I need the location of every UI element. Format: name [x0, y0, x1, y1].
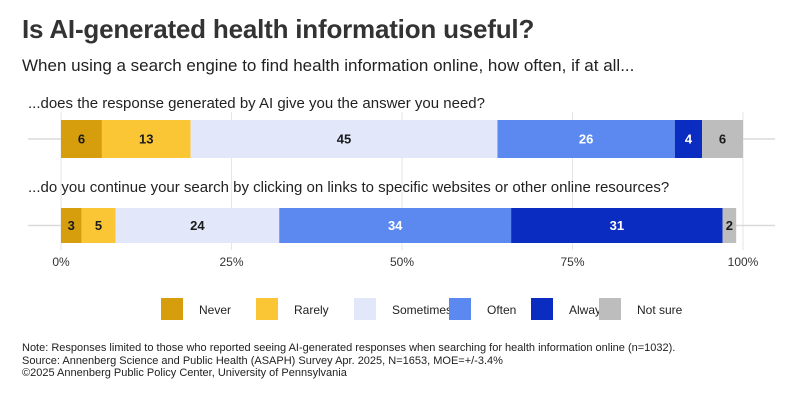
note-text: Note: Responses limited to those who rep… [22, 342, 676, 354]
bar-segment-not-sure [722, 208, 737, 243]
data-label: 13 [139, 132, 153, 147]
legend-label: Always [569, 303, 607, 317]
data-label: 4 [685, 132, 693, 147]
bar-segment-never [61, 120, 102, 158]
data-label: 6 [78, 132, 85, 147]
legend-swatch [256, 298, 278, 320]
data-label: 6 [719, 132, 726, 147]
x-tick-label: 0% [52, 255, 70, 269]
x-tick-label: 100% [728, 255, 759, 269]
footnotes: Note: Responses limited to those who rep… [22, 342, 675, 380]
data-label: 26 [579, 132, 593, 147]
bar-segment-sometimes [190, 120, 498, 158]
legend-label: Not sure [637, 303, 683, 317]
legend-swatch [354, 298, 376, 320]
bar-segment-sometimes [115, 208, 280, 243]
legend-swatch [531, 298, 553, 320]
bar-segment-often [279, 208, 512, 243]
data-label: 31 [610, 218, 624, 233]
data-label: 5 [95, 218, 102, 233]
bar-segment-not-sure [702, 120, 743, 158]
copyright-text: ©2025 Annenberg Public Policy Center, Un… [22, 367, 347, 379]
category-label: ...does the response generated by AI giv… [28, 95, 485, 112]
data-label: 3 [68, 218, 75, 233]
legend-label: Sometimes [392, 303, 452, 317]
data-label: 24 [190, 218, 205, 233]
bar-segment-always [674, 120, 703, 158]
x-tick-label: 25% [219, 255, 243, 269]
bar-segment-always [511, 208, 723, 243]
bar-segment-often [497, 120, 675, 158]
legend-swatch [599, 298, 621, 320]
legend-label: Rarely [294, 303, 329, 317]
chart-subtitle: When using a search engine to find healt… [22, 56, 635, 75]
data-label: 34 [388, 218, 403, 233]
legend-label: Often [487, 303, 516, 317]
bar-segment-rarely [101, 120, 191, 158]
chart-title: Is AI-generated health information usefu… [22, 14, 535, 44]
x-tick-label: 75% [560, 255, 584, 269]
source-text: Source: Annenberg Science and Public Hea… [22, 354, 503, 367]
legend-label: Never [199, 303, 231, 317]
bar-segment-never [61, 208, 82, 243]
legend-swatch [449, 298, 471, 320]
legend-swatch [161, 298, 183, 320]
category-label: ...do you continue your search by clicki… [28, 179, 669, 196]
data-label: 2 [726, 218, 733, 233]
data-label: 45 [337, 132, 351, 147]
x-tick-label: 50% [390, 255, 414, 269]
bar-segment-rarely [81, 208, 116, 243]
